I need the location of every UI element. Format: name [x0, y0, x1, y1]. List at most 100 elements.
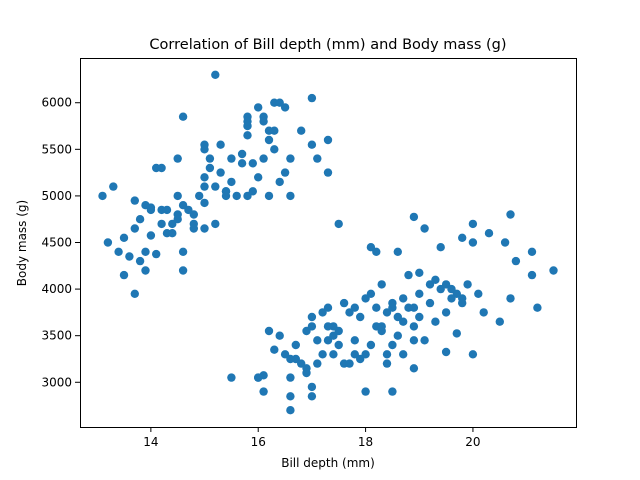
data-point	[173, 191, 182, 201]
data-point	[393, 312, 402, 322]
data-point	[286, 191, 295, 201]
x-tick-label: 16	[251, 435, 266, 449]
data-point	[168, 229, 177, 238]
data-point	[259, 387, 268, 396]
data-point	[495, 317, 504, 326]
data-point	[248, 159, 257, 168]
data-point	[350, 336, 359, 345]
data-point	[334, 340, 343, 350]
data-point	[173, 215, 182, 224]
data-point	[431, 275, 440, 284]
data-point	[307, 140, 317, 149]
data-point	[114, 247, 123, 256]
data-point	[506, 294, 515, 303]
data-point	[415, 312, 424, 322]
data-point	[216, 168, 225, 177]
data-point	[98, 191, 107, 201]
data-point	[264, 135, 274, 145]
data-point	[162, 205, 172, 215]
data-point	[243, 117, 252, 126]
data-point	[119, 270, 129, 280]
data-point	[227, 177, 236, 187]
data-point	[141, 266, 150, 275]
data-point	[372, 247, 381, 256]
data-point	[275, 98, 284, 107]
data-point	[388, 340, 397, 350]
data-point	[420, 224, 429, 233]
data-point	[361, 350, 370, 359]
data-point	[227, 154, 236, 163]
data-point	[286, 354, 295, 364]
data-point	[286, 406, 295, 415]
data-point	[431, 317, 440, 326]
data-point	[441, 308, 451, 317]
data-point	[313, 154, 322, 163]
data-point	[200, 182, 209, 191]
data-point	[313, 336, 322, 345]
data-point	[527, 270, 537, 280]
data-point	[173, 154, 182, 163]
data-point	[280, 168, 290, 177]
x-tick-label: 18	[358, 435, 373, 449]
data-point	[500, 238, 510, 247]
data-point	[211, 70, 220, 80]
data-point	[356, 312, 365, 322]
data-point	[189, 210, 198, 219]
data-point	[436, 243, 445, 252]
y-tick-label: 3500	[41, 329, 72, 343]
x-tick-label: 14	[143, 435, 158, 449]
data-point	[409, 303, 419, 312]
data-point	[404, 270, 413, 280]
data-point	[205, 154, 215, 163]
data-point	[227, 373, 236, 382]
data-point	[141, 247, 150, 256]
data-point	[415, 289, 424, 298]
data-point	[297, 126, 306, 135]
data-point	[399, 294, 408, 303]
data-point	[377, 322, 386, 331]
data-point	[350, 303, 359, 312]
data-point	[302, 368, 311, 378]
data-point	[200, 173, 209, 182]
data-point	[441, 347, 451, 357]
data-point	[393, 247, 402, 256]
data-points	[98, 70, 558, 415]
data-point	[361, 387, 370, 396]
data-point	[409, 322, 419, 331]
data-point	[135, 256, 145, 266]
y-axis-label: Body mass (g)	[15, 200, 29, 286]
data-point	[484, 229, 494, 238]
data-point	[323, 303, 333, 312]
data-point	[286, 373, 295, 382]
data-point	[221, 187, 231, 196]
data-point	[436, 284, 445, 294]
data-point	[152, 249, 161, 259]
data-point	[286, 154, 295, 163]
data-point	[232, 191, 241, 201]
data-point	[157, 163, 166, 173]
data-point	[280, 103, 290, 112]
data-point	[452, 329, 461, 338]
data-point	[275, 331, 284, 340]
x-tick-label: 20	[465, 435, 480, 449]
data-point	[302, 326, 311, 336]
data-point	[382, 308, 392, 317]
data-point	[109, 182, 118, 191]
data-point	[259, 117, 268, 126]
data-point	[479, 308, 488, 317]
data-point	[307, 93, 317, 103]
data-point	[307, 392, 317, 401]
data-point	[103, 238, 113, 247]
data-point	[146, 205, 156, 215]
data-point	[468, 219, 478, 229]
data-point	[506, 210, 515, 219]
data-point	[318, 350, 327, 359]
x-axis-ticks: 14 16 18 20	[143, 427, 481, 449]
data-point	[205, 163, 215, 173]
y-tick-label: 3000	[41, 375, 72, 389]
data-point	[388, 298, 397, 308]
y-tick-label: 5500	[41, 142, 72, 156]
data-point	[458, 298, 467, 308]
data-point	[178, 266, 188, 275]
